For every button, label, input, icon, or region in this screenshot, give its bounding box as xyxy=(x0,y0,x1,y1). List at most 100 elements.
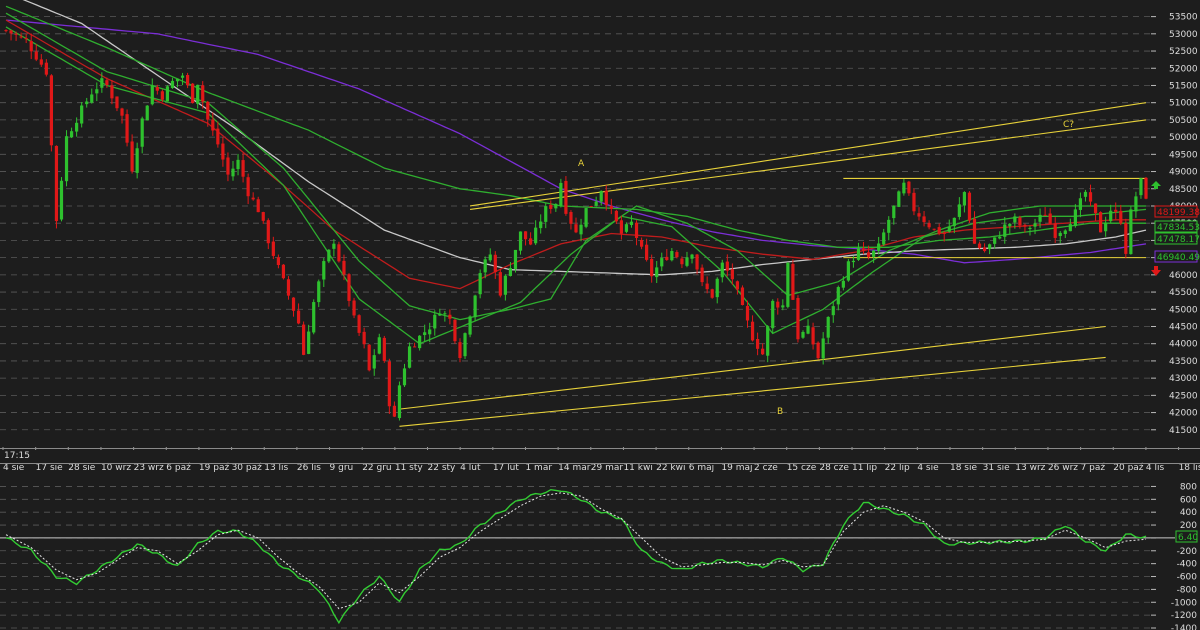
candle-body[interactable] xyxy=(196,84,200,104)
candle-body[interactable] xyxy=(629,221,634,226)
candle-body[interactable] xyxy=(377,337,381,354)
candle-body[interactable] xyxy=(191,83,195,104)
candle-body[interactable] xyxy=(428,329,432,335)
candle-body[interactable] xyxy=(29,41,33,52)
candle-body[interactable] xyxy=(735,281,740,290)
candle-body[interactable] xyxy=(327,249,331,262)
candle-body[interactable] xyxy=(539,221,543,229)
candle-body[interactable] xyxy=(34,51,38,60)
candle-body[interactable] xyxy=(468,316,472,335)
candle-body[interactable] xyxy=(972,218,977,244)
candle-body[interactable] xyxy=(367,344,371,371)
channel-line-3[interactable] xyxy=(469,119,1147,210)
candle-body[interactable] xyxy=(685,257,689,266)
candle-body[interactable] xyxy=(412,346,417,348)
candle-body[interactable] xyxy=(1078,198,1083,210)
channel-line-0[interactable] xyxy=(399,356,1106,427)
candle-body[interactable] xyxy=(140,118,144,147)
candle-body[interactable] xyxy=(518,231,523,251)
candle-body[interactable] xyxy=(75,122,79,132)
candle-body[interactable] xyxy=(1033,223,1037,227)
candle-body[interactable] xyxy=(1043,214,1047,216)
candle-body[interactable] xyxy=(957,204,961,217)
candle-body[interactable] xyxy=(362,331,366,345)
candle-body[interactable] xyxy=(816,342,820,359)
candle-body[interactable] xyxy=(529,238,533,245)
candle-body[interactable] xyxy=(438,313,442,316)
candle-body[interactable] xyxy=(675,252,679,258)
candle-body[interactable] xyxy=(655,267,659,278)
candle-body[interactable] xyxy=(927,223,931,228)
candle-body[interactable] xyxy=(1099,212,1103,233)
candle-body[interactable] xyxy=(276,257,280,266)
candle-body[interactable] xyxy=(856,248,861,260)
candle-body[interactable] xyxy=(135,148,139,173)
candle-body[interactable] xyxy=(145,105,149,121)
candle-body[interactable] xyxy=(170,80,175,89)
candle-body[interactable] xyxy=(503,275,507,295)
candle-body[interactable] xyxy=(604,190,608,206)
candle-body[interactable] xyxy=(236,159,240,170)
candle-body[interactable] xyxy=(544,206,548,222)
candle-body[interactable] xyxy=(705,283,709,290)
candle-body[interactable] xyxy=(962,192,967,206)
candle-body[interactable] xyxy=(39,59,43,65)
candle-body[interactable] xyxy=(523,231,528,240)
candle-body[interactable] xyxy=(761,348,765,355)
candle-body[interactable] xyxy=(882,232,886,245)
candle-body[interactable] xyxy=(745,305,750,321)
candle-body[interactable] xyxy=(44,62,48,75)
candle-body[interactable] xyxy=(322,261,326,280)
candle-body[interactable] xyxy=(1124,223,1128,254)
candle-body[interactable] xyxy=(821,338,825,359)
candle-body[interactable] xyxy=(740,287,745,306)
candle-body[interactable] xyxy=(776,301,780,308)
candle-body[interactable] xyxy=(463,333,467,357)
candle-body[interactable] xyxy=(14,33,18,35)
candle-body[interactable] xyxy=(332,243,336,249)
candle-body[interactable] xyxy=(221,143,225,160)
candle-body[interactable] xyxy=(967,192,972,221)
candle-body[interactable] xyxy=(887,219,891,233)
candle-body[interactable] xyxy=(720,262,724,278)
candle-body[interactable] xyxy=(1028,227,1032,229)
candle-body[interactable] xyxy=(155,86,159,91)
candle-body[interactable] xyxy=(1048,213,1052,224)
candle-body[interactable] xyxy=(1093,203,1098,214)
candle-body[interactable] xyxy=(1088,192,1093,202)
candle-body[interactable] xyxy=(125,114,129,143)
candle-body[interactable] xyxy=(811,327,815,345)
candle-body[interactable] xyxy=(115,96,119,109)
candle-body[interactable] xyxy=(372,355,376,369)
candle-body[interactable] xyxy=(165,86,170,102)
candle-body[interactable] xyxy=(201,85,205,102)
candle-body[interactable] xyxy=(917,213,921,217)
candle-body[interactable] xyxy=(9,30,13,34)
candle-body[interactable] xyxy=(296,310,301,324)
candle-body[interactable] xyxy=(19,36,23,38)
candle-body[interactable] xyxy=(639,240,644,247)
candle-body[interactable] xyxy=(1068,224,1072,232)
candle-body[interactable] xyxy=(478,273,482,295)
candle-body[interactable] xyxy=(559,182,563,206)
candle-body[interactable] xyxy=(1104,222,1108,232)
candle-body[interactable] xyxy=(246,177,250,197)
candle-body[interactable] xyxy=(357,315,361,333)
candle-body[interactable] xyxy=(1134,196,1138,212)
candle-body[interactable] xyxy=(4,30,8,32)
candle-body[interactable] xyxy=(680,258,684,265)
candle-body[interactable] xyxy=(806,325,810,334)
candle-body[interactable] xyxy=(634,222,639,238)
candle-body[interactable] xyxy=(291,297,296,311)
candle-body[interactable] xyxy=(796,298,800,340)
candle-body[interactable] xyxy=(846,261,850,281)
candle-body[interactable] xyxy=(690,254,694,259)
candle-body[interactable] xyxy=(922,216,926,223)
candle-body[interactable] xyxy=(95,89,99,94)
candle-body[interactable] xyxy=(453,319,457,342)
candle-body[interactable] xyxy=(650,259,654,277)
candle-body[interactable] xyxy=(347,274,351,301)
candle-body[interactable] xyxy=(493,254,497,273)
candle-body[interactable] xyxy=(594,201,598,206)
candle-body[interactable] xyxy=(1063,230,1067,235)
